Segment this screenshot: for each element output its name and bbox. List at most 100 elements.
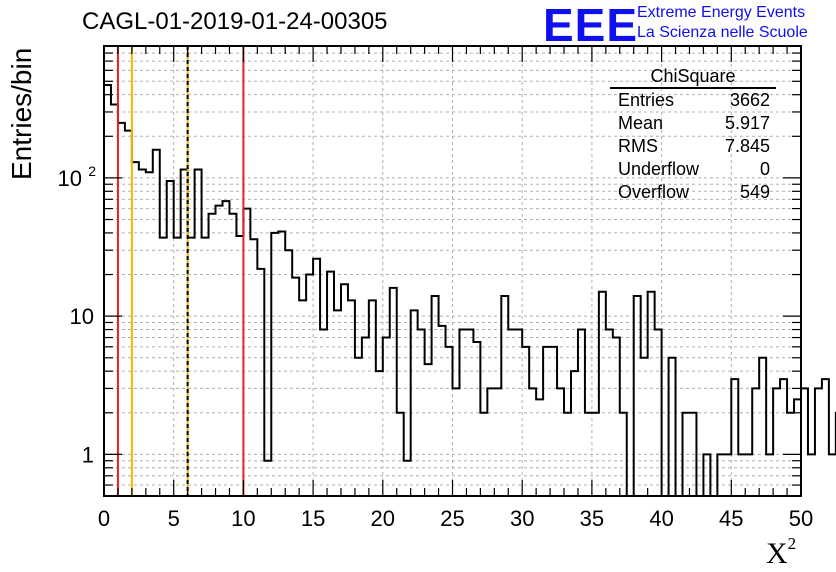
- y-tick-label: 1: [82, 442, 94, 467]
- histogram-bin: [669, 358, 676, 496]
- histogram-bin: [543, 347, 550, 496]
- histogram-bin: [822, 379, 829, 496]
- histogram-bin: [759, 358, 766, 496]
- histogram-bin: [432, 296, 439, 496]
- histogram-bin: [292, 278, 299, 496]
- x-tick-label: 10: [231, 506, 255, 531]
- eee-logo: EEE: [543, 0, 639, 51]
- histogram-bin: [118, 123, 125, 496]
- histogram-bin: [390, 288, 397, 496]
- histogram-bin: [522, 347, 529, 496]
- histogram-bin: [222, 201, 229, 496]
- histogram-bin: [773, 388, 780, 496]
- histogram-bin: [216, 206, 223, 496]
- histogram-bin: [453, 388, 460, 496]
- stats-box: ChiSquare Entries 3662 Mean 5.917 RMS 7.…: [608, 66, 778, 204]
- stats-value: 7.845: [724, 136, 770, 156]
- histogram-bin: [634, 296, 641, 496]
- histogram-bin: [181, 170, 188, 496]
- x-tick-label: 40: [649, 506, 673, 531]
- histogram-bin: [125, 131, 132, 496]
- histogram-bin: [801, 388, 808, 496]
- histogram-bin: [473, 342, 480, 496]
- stats-label: Entries: [618, 90, 675, 110]
- histogram-bin: [487, 388, 494, 496]
- histogram-bin: [188, 238, 195, 496]
- stats-row-mean: Mean 5.917: [608, 112, 778, 135]
- x-tick-label: 20: [371, 506, 395, 531]
- histogram-bin: [383, 338, 390, 496]
- histogram-bin: [641, 358, 648, 496]
- histogram-bin: [285, 250, 292, 496]
- histogram-bin: [195, 170, 202, 496]
- x-axis-label-superscript: 2: [787, 534, 797, 553]
- histogram-bin: [780, 379, 787, 496]
- histogram-bin: [557, 388, 564, 496]
- histogram-bin: [209, 214, 216, 496]
- histogram-bin: [111, 104, 118, 496]
- x-tick-label: 25: [440, 506, 464, 531]
- histogram-bin: [501, 296, 508, 496]
- histogram-bin: [550, 347, 557, 496]
- histogram-bin: [439, 326, 446, 496]
- stats-value: 0: [759, 159, 770, 179]
- histogram-bin: [362, 338, 369, 496]
- x-axis-label: X2: [766, 534, 796, 571]
- histogram-bin: [160, 238, 167, 496]
- histogram-bin: [355, 358, 362, 496]
- stats-label: RMS: [618, 136, 658, 156]
- x-axis-label-text: X: [766, 537, 788, 570]
- histogram-bin: [167, 181, 174, 496]
- x-tick-label: 45: [719, 506, 743, 531]
- stats-value: 549: [739, 182, 770, 202]
- histogram-bin: [494, 388, 501, 496]
- logo-caption-line1: Extreme Energy Events: [637, 4, 806, 21]
- histogram-bin: [264, 461, 271, 496]
- histogram-bin: [271, 233, 278, 496]
- histogram-bin: [752, 388, 759, 496]
- logo-caption-line2: La Scienza nelle Scuole: [637, 24, 808, 41]
- histogram-bin: [229, 214, 236, 496]
- histogram-bin: [104, 85, 111, 496]
- histogram-bin: [808, 454, 815, 496]
- stats-title: ChiSquare: [610, 66, 776, 89]
- histogram-series: [103, 84, 836, 497]
- histogram-bin: [306, 275, 313, 496]
- stats-row-overflow: Overflow 549: [608, 181, 778, 204]
- histogram-bin: [529, 388, 536, 496]
- y-axis-label: Entries/bin: [6, 47, 37, 180]
- histogram-bin: [794, 399, 801, 496]
- x-tick-label: 35: [580, 506, 604, 531]
- histogram-bin: [613, 338, 620, 496]
- histogram-bin: [202, 238, 209, 496]
- stats-label: Underflow: [618, 159, 700, 179]
- x-tick-label: 0: [98, 506, 110, 531]
- histogram-bin: [536, 399, 543, 496]
- x-tick-label: 30: [510, 506, 534, 531]
- chart-title: CAGL-01-2019-01-24-00305: [82, 8, 388, 35]
- histogram-bin: [257, 269, 264, 496]
- histogram-bin: [174, 238, 181, 496]
- histogram-bin: [139, 170, 146, 496]
- y-tick-label: 10: [70, 304, 94, 329]
- stats-label: Mean: [618, 113, 664, 133]
- histogram-bin: [446, 347, 453, 496]
- histogram-bin: [571, 371, 578, 496]
- histogram-bin: [250, 239, 257, 496]
- y-tick-label-exponent: 2: [88, 163, 96, 179]
- histogram-bin: [829, 454, 836, 496]
- histogram-bin: [404, 461, 411, 496]
- histogram-bin: [327, 272, 334, 496]
- stats-value: 3662: [729, 90, 770, 110]
- histogram-bin: [815, 388, 822, 496]
- histogram-bin: [146, 172, 153, 496]
- stats-row-rms: RMS 7.845: [608, 135, 778, 158]
- histogram-bin: [278, 231, 285, 496]
- histogram-bin: [731, 379, 738, 496]
- stats-row-underflow: Underflow 0: [608, 158, 778, 181]
- histogram-bin: [376, 371, 383, 496]
- stats-value: 5.917: [724, 113, 770, 133]
- x-tick-label: 50: [789, 506, 813, 531]
- x-tick-label: 5: [168, 506, 180, 531]
